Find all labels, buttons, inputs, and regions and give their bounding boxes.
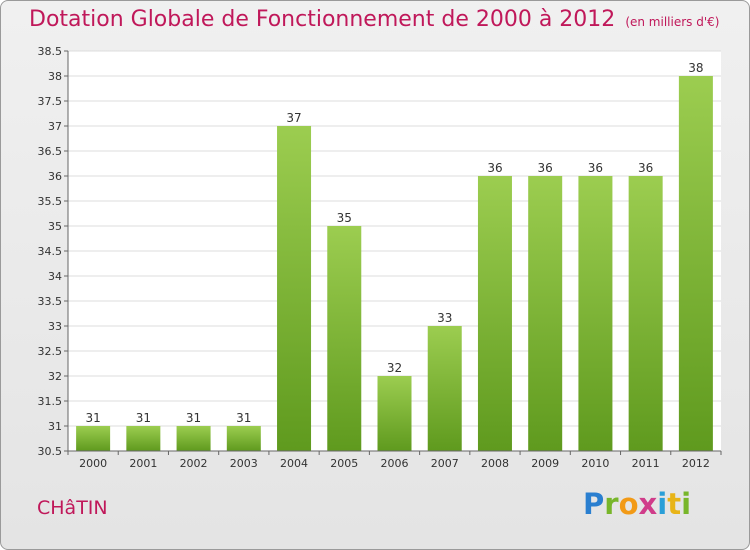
x-axis: 2000 2001 2002 2003 2004 2005 2006 2007 2008 2009… bbox=[67, 450, 722, 470]
y-tick-label: 35 bbox=[48, 220, 62, 233]
y-tick-label: 33.5 bbox=[38, 295, 63, 308]
bar bbox=[76, 426, 111, 451]
y-tick-label: 36 bbox=[48, 170, 62, 183]
logo-letter: i bbox=[681, 487, 692, 521]
commune-name: CHâTIN bbox=[37, 497, 108, 519]
data-label: 31 bbox=[236, 411, 251, 425]
bar bbox=[578, 176, 613, 451]
logo-letter: P bbox=[583, 487, 605, 521]
data-label: 36 bbox=[487, 161, 502, 175]
y-axis: 30.5 31 31.5 32 32.5 33 33.5 34 34.5 35 35.5 36 36.5… bbox=[38, 45, 69, 458]
data-label: 31 bbox=[186, 411, 201, 425]
bar bbox=[477, 176, 512, 451]
x-tick-label: 2010 bbox=[581, 457, 609, 470]
bar bbox=[377, 376, 412, 451]
data-label: 37 bbox=[286, 111, 301, 125]
data-label: 31 bbox=[85, 411, 100, 425]
y-tick-label: 31 bbox=[48, 420, 62, 433]
x-tick-label: 2001 bbox=[129, 457, 157, 470]
x-tick-label: 2004 bbox=[280, 457, 308, 470]
y-tick-label: 35.5 bbox=[38, 195, 63, 208]
y-tick-label: 33 bbox=[48, 320, 62, 333]
bar bbox=[226, 426, 261, 451]
chart-title: Dotation Globale de Fonctionnement de 20… bbox=[29, 7, 719, 32]
x-tick-label: 2003 bbox=[230, 457, 258, 470]
x-tick-label: 2011 bbox=[632, 457, 660, 470]
x-tick-label: 2009 bbox=[531, 457, 559, 470]
bar bbox=[528, 176, 563, 451]
data-label: 36 bbox=[638, 161, 653, 175]
y-tick-label: 34 bbox=[48, 270, 62, 283]
y-tick-label: 32.5 bbox=[38, 345, 63, 358]
logo-letter: r bbox=[604, 487, 619, 521]
x-tick-label: 2002 bbox=[180, 457, 208, 470]
y-tick-label: 37.5 bbox=[38, 95, 63, 108]
bar bbox=[427, 326, 462, 451]
y-tick-label: 36.5 bbox=[38, 145, 63, 158]
x-tick-label: 2012 bbox=[682, 457, 710, 470]
data-label: 33 bbox=[437, 311, 452, 325]
logo-letter: x bbox=[638, 487, 658, 521]
bar bbox=[678, 76, 713, 451]
bar bbox=[628, 176, 663, 451]
data-label: 35 bbox=[337, 211, 352, 225]
y-tick-label: 38 bbox=[48, 70, 62, 83]
y-tick-label: 30.5 bbox=[38, 445, 63, 458]
logo-letter: i bbox=[657, 487, 668, 521]
y-tick-label: 34.5 bbox=[38, 245, 63, 258]
y-tick-label: 37 bbox=[48, 120, 62, 133]
x-tick-label: 2006 bbox=[381, 457, 409, 470]
bar bbox=[327, 226, 362, 451]
bar bbox=[176, 426, 211, 451]
x-tick-label: 2005 bbox=[330, 457, 358, 470]
y-tick-label: 32 bbox=[48, 370, 62, 383]
y-tick-label: 38.5 bbox=[38, 45, 63, 58]
x-tick-label: 2007 bbox=[431, 457, 459, 470]
logo-letter: t bbox=[667, 487, 682, 521]
logo-letter: o bbox=[618, 487, 639, 521]
bars: 31 31 31 31 37 35 32 33 36 36 36 36 38 bbox=[76, 61, 713, 451]
unit-label: (en milliers d'€) bbox=[625, 15, 720, 29]
proxiti-logo: Proxiti bbox=[583, 487, 691, 521]
y-tick-label: 31.5 bbox=[38, 395, 63, 408]
data-label: 32 bbox=[387, 361, 402, 375]
data-label: 38 bbox=[688, 61, 703, 75]
data-label: 31 bbox=[136, 411, 151, 425]
x-tick-label: 2008 bbox=[481, 457, 509, 470]
bar bbox=[126, 426, 161, 451]
x-tick-label: 2000 bbox=[79, 457, 107, 470]
title-text: Dotation Globale de Fonctionnement de 20… bbox=[29, 7, 616, 32]
bar bbox=[277, 126, 312, 451]
data-label: 36 bbox=[538, 161, 553, 175]
data-label: 36 bbox=[588, 161, 603, 175]
